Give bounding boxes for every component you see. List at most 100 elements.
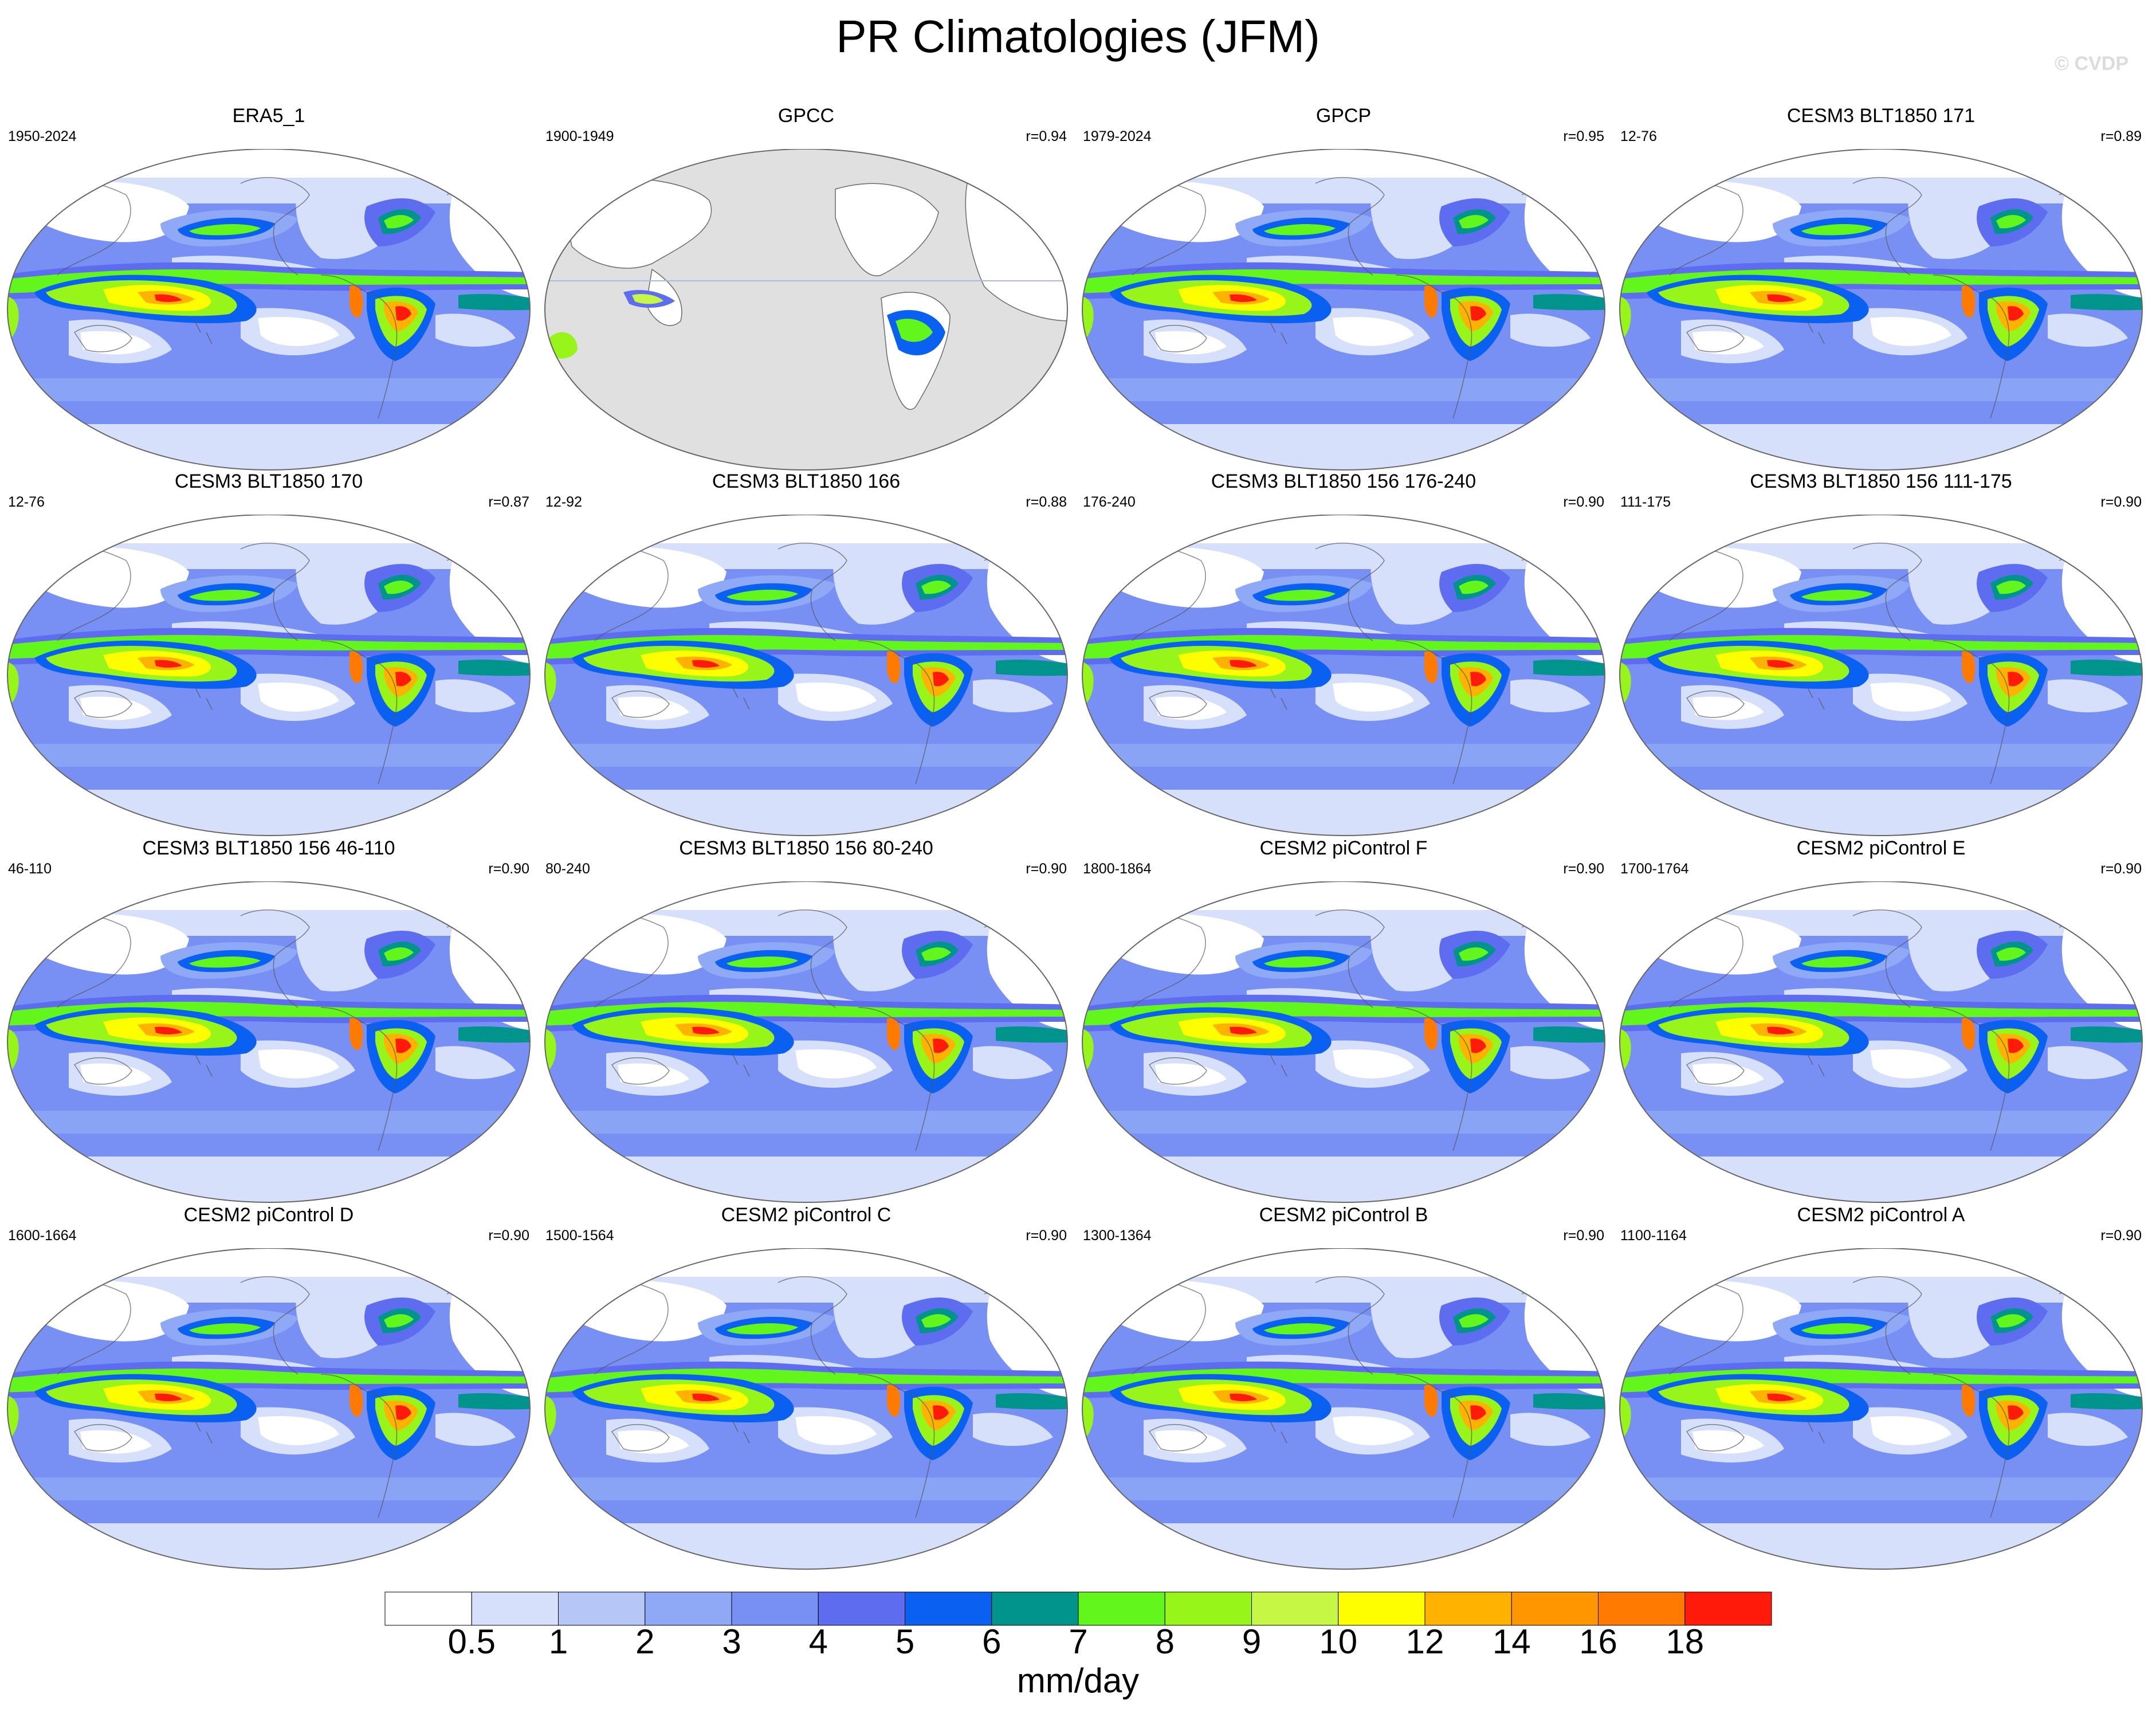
panel-title: CESM2 piControl F [1259, 837, 1428, 859]
colorbar-swatch [384, 1591, 472, 1626]
colorbar-swatch [818, 1591, 905, 1626]
panel-title: CESM2 piControl C [721, 1204, 892, 1226]
map-panel: CESM3 BLT1850 170 12-76 r=0.87 [0, 469, 537, 836]
global-precip-map [1082, 881, 1605, 1203]
colorbar-tick-label: 8 [1155, 1622, 1175, 1661]
global-precip-map [1619, 149, 2143, 471]
panel-correlation: r=0.90 [2100, 494, 2142, 510]
colorbar-tick-label: 3 [722, 1622, 741, 1661]
global-precip-map [544, 149, 1068, 471]
panel-period: 1500-1564 [545, 1228, 614, 1244]
panel-title: CESM3 BLT1850 156 80-240 [679, 837, 933, 859]
panel-title: CESM2 piControl D [183, 1204, 354, 1226]
watermark: © CVDP [2055, 53, 2128, 75]
map-panel: GPCC 1900-1949 r=0.94 [537, 103, 1075, 471]
map-panel: CESM3 BLT1850 156 111-175 111-175 r=0.90 [1612, 469, 2150, 836]
colorbar-tick-label: 10 [1319, 1622, 1358, 1661]
global-precip-map [7, 149, 531, 471]
panel-correlation: r=0.90 [1026, 1228, 1067, 1244]
map-panel: CESM3 BLT1850 156 176-240 176-240 r=0.90 [1075, 469, 1612, 836]
panel-period: 1950-2024 [8, 128, 77, 144]
map-panel: CESM2 piControl F 1800-1864 r=0.90 [1075, 836, 1612, 1203]
global-precip-map [7, 515, 531, 836]
panel-correlation: r=0.90 [1563, 494, 1604, 510]
panel-period: 111-175 [1620, 494, 1671, 510]
map-panel: CESM3 BLT1850 156 46-110 46-110 r=0.90 [0, 836, 537, 1203]
panel-period: 46-110 [8, 861, 52, 877]
colorbar-swatch [471, 1591, 559, 1626]
panel-correlation: r=0.90 [488, 1228, 529, 1244]
panel-correlation: r=0.95 [1563, 128, 1604, 144]
colorbar-swatch [1684, 1591, 1772, 1626]
colorbar-swatch [558, 1591, 646, 1626]
panel-correlation: r=0.90 [488, 861, 529, 877]
panel-period: 1700-1764 [1620, 861, 1689, 877]
colorbar-swatch [1511, 1591, 1599, 1626]
global-precip-map [1619, 1248, 2143, 1570]
global-precip-map [544, 881, 1068, 1203]
global-precip-map [1082, 515, 1605, 836]
panel-period: 1800-1864 [1083, 861, 1152, 877]
colorbar-swatch [731, 1591, 819, 1626]
panel-correlation: r=0.90 [1026, 861, 1067, 877]
map-panel: CESM2 piControl E 1700-1764 r=0.90 [1612, 836, 2150, 1203]
colorbar-tick-label: 1 [548, 1622, 568, 1661]
panel-title: CESM2 piControl A [1797, 1204, 1965, 1226]
colorbar-tick-label: 7 [1069, 1622, 1088, 1661]
colorbar-swatch [645, 1591, 732, 1626]
map-panel: ERA5_1 1950-2024 [0, 103, 537, 471]
colorbar-tick-label: 14 [1492, 1622, 1531, 1661]
colorbar-swatch [1164, 1591, 1252, 1626]
global-precip-map [544, 1248, 1068, 1570]
colorbar-swatch [1078, 1591, 1165, 1626]
colorbar-swatch [1251, 1591, 1339, 1626]
map-panel: CESM2 piControl D 1600-1664 r=0.90 [0, 1202, 537, 1570]
panel-period: 1900-1949 [545, 128, 614, 144]
panel-title: GPCP [1315, 105, 1372, 127]
colorbar-swatch [1424, 1591, 1512, 1626]
panel-period: 1979-2024 [1083, 128, 1152, 144]
map-panel: CESM2 piControl C 1500-1564 r=0.90 [537, 1202, 1075, 1570]
colorbar-swatch [991, 1591, 1079, 1626]
panel-title: CESM3 BLT1850 166 [712, 471, 901, 492]
map-panel: CESM2 piControl A 1100-1164 r=0.90 [1612, 1202, 2150, 1570]
colorbar-tick-label: 0.5 [447, 1622, 496, 1661]
panel-period: 1600-1664 [8, 1228, 77, 1244]
panel-correlation: r=0.94 [1026, 128, 1067, 144]
panel-period: 1100-1164 [1620, 1228, 1687, 1244]
panel-correlation: r=0.90 [1563, 1228, 1604, 1244]
colorbar-tick-label: 18 [1666, 1622, 1705, 1661]
panel-title: ERA5_1 [232, 105, 305, 127]
colorbar-swatch [1338, 1591, 1425, 1626]
map-panel: CESM3 BLT1850 166 12-92 r=0.88 [537, 469, 1075, 836]
global-precip-map [1619, 881, 2143, 1203]
panel-title: CESM3 BLT1850 156 111-175 [1750, 471, 2012, 492]
map-panel: CESM3 BLT1850 171 12-76 r=0.89 [1612, 103, 2150, 471]
map-panel: CESM2 piControl B 1300-1364 r=0.90 [1075, 1202, 1612, 1570]
map-panel: CESM3 BLT1850 156 80-240 80-240 r=0.90 [537, 836, 1075, 1203]
panel-correlation: r=0.88 [1026, 494, 1067, 510]
colorbar-swatch [905, 1591, 992, 1626]
global-precip-map [544, 515, 1068, 836]
colorbar-tick-label: 6 [982, 1622, 1002, 1661]
panel-period: 80-240 [545, 861, 590, 877]
colorbar-tick-label: 12 [1405, 1622, 1444, 1661]
panel-title: CESM3 BLT1850 156 176-240 [1211, 471, 1476, 492]
colorbar-units-label: mm/day [1016, 1661, 1140, 1700]
panel-period: 176-240 [1083, 494, 1136, 510]
panel-title: CESM2 piControl E [1796, 837, 1966, 859]
colorbar-tick-label: 16 [1579, 1622, 1617, 1661]
global-precip-map [1619, 515, 2143, 836]
panel-title: CESM3 BLT1850 171 [1786, 105, 1976, 127]
panel-title: GPCC [777, 105, 835, 127]
panel-period: 1300-1364 [1083, 1228, 1152, 1244]
global-precip-map [7, 1248, 531, 1570]
panel-correlation: r=0.90 [1563, 861, 1604, 877]
panel-correlation: r=0.90 [2100, 1228, 2142, 1244]
panel-correlation: r=0.90 [2100, 861, 2142, 877]
map-panel: GPCP 1979-2024 r=0.95 [1075, 103, 1612, 471]
global-precip-map [7, 881, 531, 1203]
colorbar-tick-label: 9 [1242, 1622, 1262, 1661]
global-precip-map [1082, 1248, 1605, 1570]
panel-title: CESM3 BLT1850 156 46-110 [142, 837, 395, 859]
